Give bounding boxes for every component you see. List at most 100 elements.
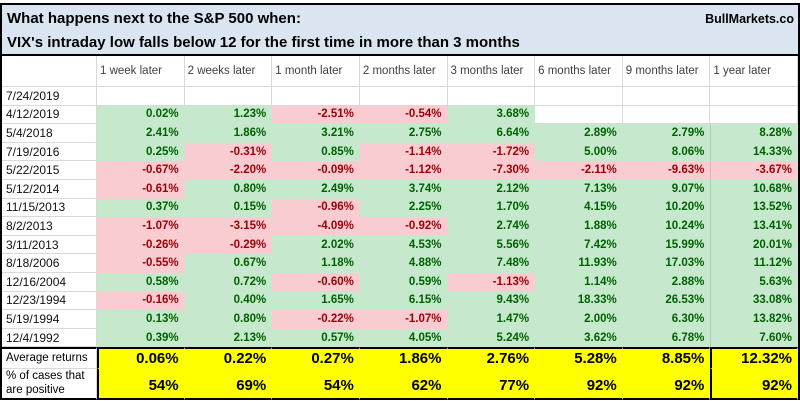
return-cell: 1.14% bbox=[535, 272, 623, 292]
return-cell: 11.12% bbox=[710, 254, 798, 273]
return-cell: 14.33% bbox=[710, 142, 798, 162]
return-cell: -0.61% bbox=[97, 179, 185, 199]
return-cell: 1.23% bbox=[184, 105, 273, 125]
return-cell: 20.01% bbox=[710, 235, 798, 255]
return-cell bbox=[272, 87, 360, 106]
return-cell: 9.07% bbox=[622, 179, 711, 199]
return-cell: -3.67% bbox=[710, 161, 798, 180]
return-cell: 0.39% bbox=[97, 328, 185, 348]
return-cell: 1.86% bbox=[184, 124, 273, 143]
summary-average-cell: 1.86% bbox=[359, 347, 448, 370]
return-cell: 3.68% bbox=[447, 105, 536, 125]
return-cell: 1.65% bbox=[272, 291, 360, 311]
return-cell: -3.15% bbox=[184, 217, 273, 236]
summary-percent-cell: 92% bbox=[535, 369, 623, 401]
return-cell: -0.96% bbox=[272, 198, 360, 218]
summary-label-average: Average returns bbox=[2, 347, 97, 370]
return-cell: 1.88% bbox=[535, 217, 623, 236]
return-cell: 5.63% bbox=[710, 272, 798, 292]
return-cell: 0.02% bbox=[97, 105, 185, 125]
date-cell: 7/19/2016 bbox=[2, 142, 97, 162]
return-cell: 26.53% bbox=[622, 291, 711, 311]
return-cell: 6.30% bbox=[622, 310, 711, 329]
date-cell: 7/24/2019 bbox=[2, 87, 97, 106]
return-cell: 15.99% bbox=[622, 235, 711, 255]
return-cell: 1.47% bbox=[447, 310, 536, 329]
column-header: 9 months later bbox=[622, 56, 711, 87]
column-header: 2 weeks later bbox=[184, 56, 273, 87]
date-cell: 12/23/1994 bbox=[2, 291, 97, 311]
return-cell: 0.37% bbox=[97, 198, 185, 218]
summary-percent-cell: 62% bbox=[359, 369, 448, 401]
return-cell: 3.74% bbox=[359, 179, 448, 199]
date-cell: 5/19/1994 bbox=[2, 310, 97, 329]
return-cell: 10.20% bbox=[622, 198, 711, 218]
return-cell: 13.52% bbox=[710, 198, 798, 218]
column-header: 1 year later bbox=[710, 56, 798, 87]
return-cell bbox=[622, 87, 711, 106]
return-cell: 13.41% bbox=[710, 217, 798, 236]
return-cell: -9.63% bbox=[622, 161, 711, 180]
return-cell: -0.60% bbox=[272, 272, 360, 292]
return-cell: -0.09% bbox=[272, 161, 360, 180]
return-cell: 0.25% bbox=[97, 142, 185, 162]
return-cell: 11.93% bbox=[535, 254, 623, 273]
return-cell bbox=[710, 105, 798, 125]
returns-table: 1 week later 2 weeks later 1 month later 2 … bbox=[0, 56, 800, 401]
summary-average-cell: 0.22% bbox=[184, 347, 273, 370]
column-header: 3 months later bbox=[447, 56, 536, 87]
return-cell: -4.09% bbox=[272, 217, 360, 236]
return-cell: 2.49% bbox=[272, 179, 360, 199]
return-cell: -0.22% bbox=[272, 310, 360, 329]
return-cell: 0.15% bbox=[184, 198, 273, 218]
return-cell: 33.08% bbox=[710, 291, 798, 311]
return-cell: 8.06% bbox=[622, 142, 711, 162]
summary-average-cell: 8.85% bbox=[622, 347, 711, 370]
summary-average-cell: 12.32% bbox=[710, 347, 798, 370]
summary-average-cell: 0.06% bbox=[97, 347, 185, 370]
return-cell: 2.89% bbox=[535, 124, 623, 143]
brand-label: BullMarkets.co bbox=[705, 12, 794, 26]
return-cell: 0.59% bbox=[359, 272, 448, 292]
corner-cell bbox=[2, 56, 97, 87]
date-cell: 5/12/2014 bbox=[2, 179, 97, 199]
date-cell: 4/12/2019 bbox=[2, 105, 97, 125]
return-cell: 10.68% bbox=[710, 179, 798, 199]
return-cell: 3.62% bbox=[535, 328, 623, 348]
return-cell: 2.13% bbox=[184, 328, 273, 348]
return-cell: -1.12% bbox=[359, 161, 448, 180]
return-cell bbox=[359, 87, 448, 106]
return-cell: 0.40% bbox=[184, 291, 273, 311]
return-cell: 0.80% bbox=[184, 179, 273, 199]
return-cell: -0.29% bbox=[184, 235, 273, 255]
return-cell: 17.03% bbox=[622, 254, 711, 273]
top-margin-strip bbox=[0, 0, 800, 3]
return-cell: 7.48% bbox=[447, 254, 536, 273]
return-cell: -1.07% bbox=[97, 217, 185, 236]
return-cell: 0.57% bbox=[272, 328, 360, 348]
summary-percent-cell: 77% bbox=[447, 369, 536, 401]
return-cell: 2.74% bbox=[447, 217, 536, 236]
return-cell: 2.41% bbox=[97, 124, 185, 143]
return-cell: 7.42% bbox=[535, 235, 623, 255]
return-cell bbox=[535, 105, 623, 125]
return-cell: -1.14% bbox=[359, 142, 448, 162]
date-cell: 3/11/2013 bbox=[2, 235, 97, 255]
return-cell: 2.00% bbox=[535, 310, 623, 329]
return-cell bbox=[97, 87, 185, 106]
return-cell bbox=[535, 87, 623, 106]
return-cell: 6.78% bbox=[622, 328, 711, 348]
return-cell: 7.60% bbox=[710, 328, 798, 348]
return-cell: 5.00% bbox=[535, 142, 623, 162]
return-cell: 8.28% bbox=[710, 124, 798, 143]
column-header: 1 week later bbox=[97, 56, 185, 87]
date-cell: 11/15/2013 bbox=[2, 198, 97, 218]
return-cell: 0.58% bbox=[97, 272, 185, 292]
return-cell: -0.92% bbox=[359, 217, 448, 236]
return-cell: 6.64% bbox=[447, 124, 536, 143]
return-cell: 2.88% bbox=[622, 272, 711, 292]
return-cell: -0.55% bbox=[97, 254, 185, 273]
return-cell: 4.53% bbox=[359, 235, 448, 255]
return-cell: -1.72% bbox=[447, 142, 536, 162]
